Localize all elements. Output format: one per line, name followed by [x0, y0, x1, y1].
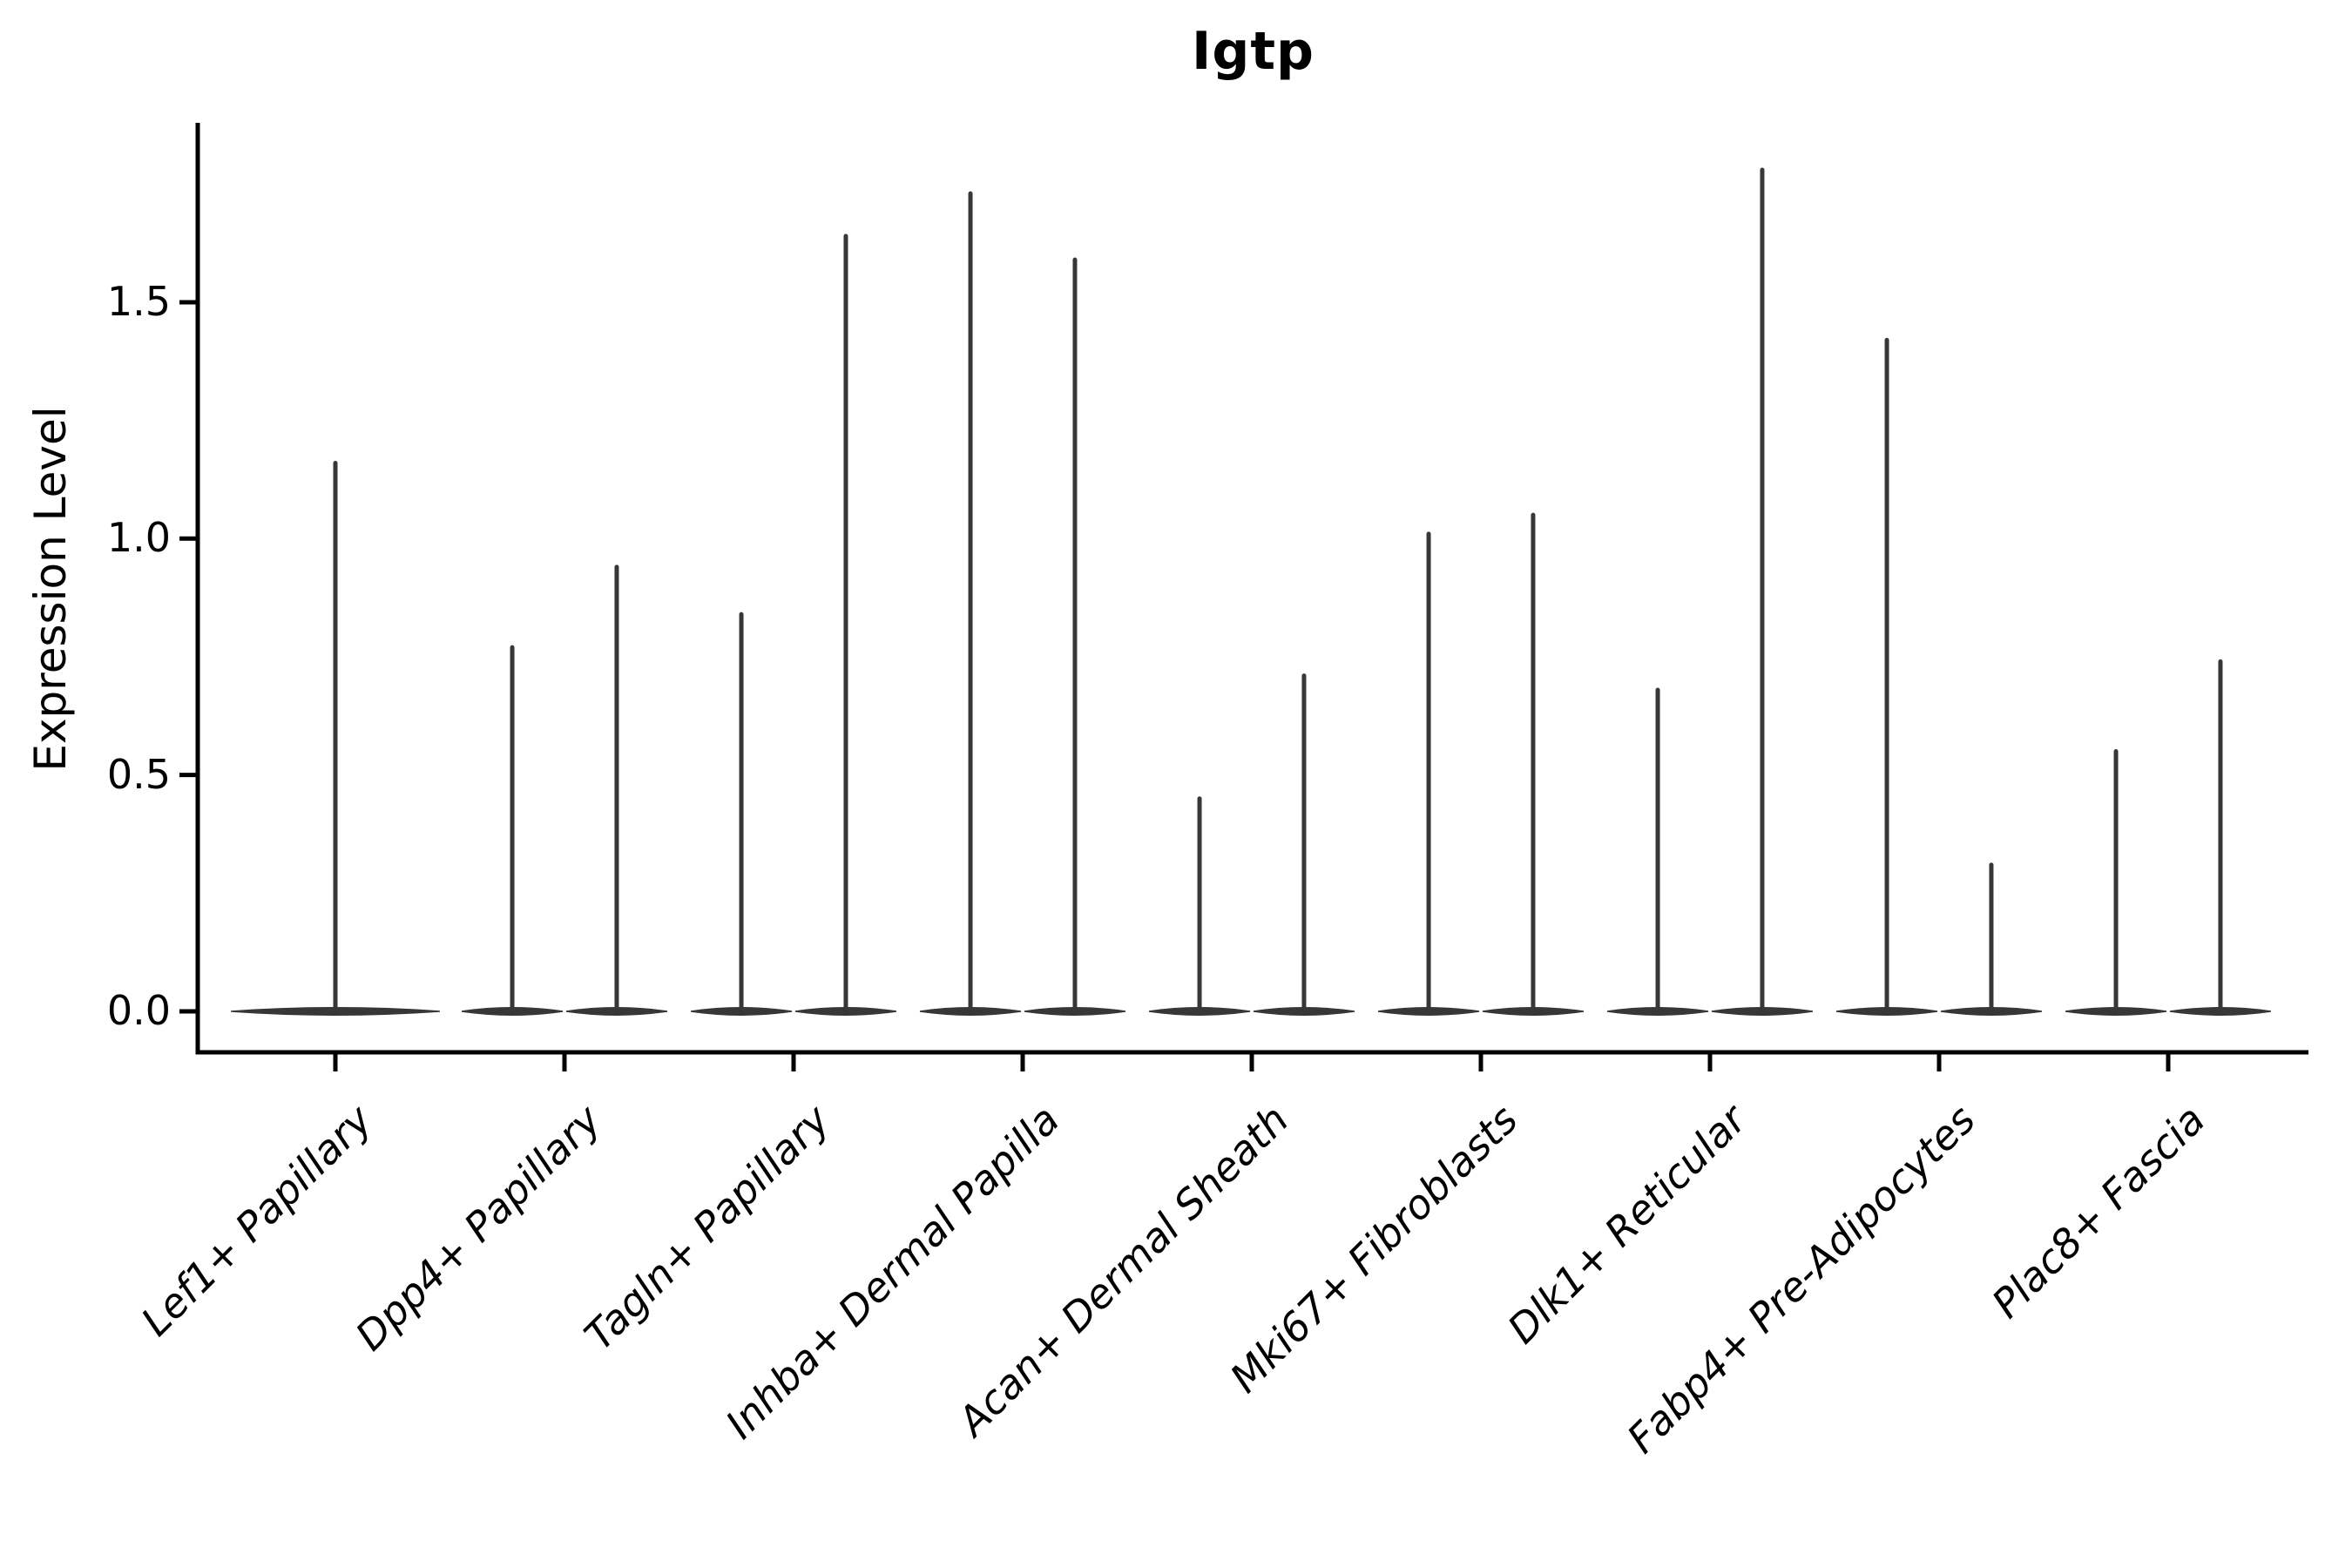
y-tick-label: 0.0 — [106, 986, 171, 1034]
y-tick-label: 1.0 — [106, 514, 171, 562]
y-axis-label: Expression Level — [25, 406, 76, 772]
y-tick-label: 0.5 — [106, 750, 171, 798]
y-tick-label: 1.5 — [106, 277, 171, 325]
chart-title: Igtp — [1192, 21, 1315, 82]
